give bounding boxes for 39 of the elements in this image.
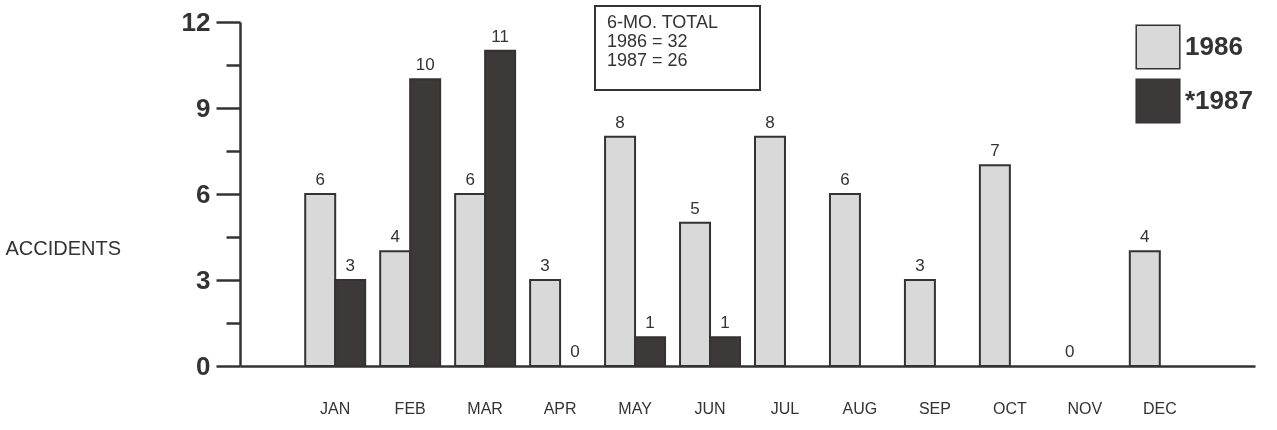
y-tick-label: 9 — [196, 92, 211, 123]
y-tick-label: 0 — [196, 350, 211, 381]
x-tick-label: SEP — [918, 399, 951, 417]
data-label: 8 — [765, 112, 775, 132]
x-tick-label: JAN — [320, 399, 351, 417]
data-label: 3 — [915, 256, 925, 275]
x-tick-label: AUG — [842, 399, 878, 417]
data-label: 1 — [645, 313, 655, 333]
data-label: 6 — [315, 170, 325, 189]
data-label: 0 — [570, 342, 580, 361]
y-tick-label: 3 — [196, 264, 211, 295]
x-tick-label: OCT — [992, 399, 1027, 417]
data-label: 0 — [1065, 342, 1075, 361]
y-tick-label: 6 — [196, 178, 211, 209]
x-tick-label: JUL — [770, 399, 800, 417]
annotation: 6-MO. TOTAL 1986 = 32 1987 = 26 — [607, 12, 719, 70]
data-label: 10 — [415, 55, 435, 75]
legend-label: *1987 — [1185, 85, 1253, 115]
data-label: 7 — [990, 141, 1000, 161]
x-tick-label: JUN — [694, 399, 726, 417]
data-label: 5 — [690, 198, 700, 218]
x-tick-label: MAR — [467, 399, 503, 417]
x-tick-label: DEC — [1142, 399, 1177, 417]
legend-label: 1986 — [1185, 31, 1243, 61]
data-label: 3 — [540, 256, 550, 275]
y-tick-label: 12 — [181, 6, 211, 37]
data-label: 6 — [465, 170, 475, 189]
data-label: 8 — [615, 112, 625, 132]
x-tick-label: MAY — [618, 399, 653, 417]
data-label: 6 — [840, 170, 850, 189]
data-label: 11 — [491, 26, 509, 46]
x-tick-label: NOV — [1067, 399, 1103, 417]
data-label: 4 — [390, 227, 400, 247]
x-tick-label: APR — [543, 399, 577, 417]
x-tick-label: FEB — [394, 399, 426, 417]
y-axis-title: ACCIDENTS — [5, 236, 122, 259]
data-label: 1 — [720, 313, 730, 333]
data-label: 3 — [345, 256, 355, 275]
data-label: 4 — [1140, 227, 1150, 247]
